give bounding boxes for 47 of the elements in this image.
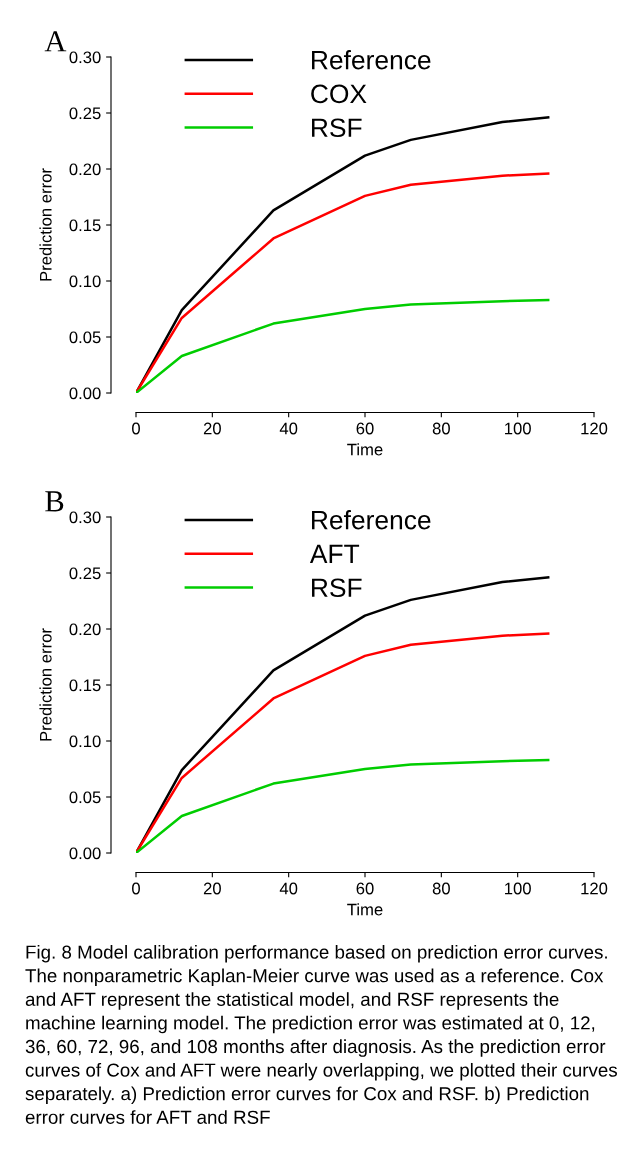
- x-tick-label: 80: [432, 422, 450, 435]
- legend-label: COX: [311, 84, 367, 104]
- line-series: [136, 632, 550, 853]
- x-axis-title: Time: [347, 443, 383, 456]
- y-tick-label: 0.30: [69, 51, 101, 64]
- y-tick-label: 0.15: [69, 219, 101, 232]
- x-tick-label: 20: [203, 422, 221, 435]
- x-axis-title: Time: [347, 903, 383, 916]
- legend-label: Reference: [312, 50, 431, 70]
- caption: Fig. 8 Model calibration performance based on prediction error curves. The nonparametric Kaplan-Meier curve was used as a reference. Cox and AFT represent the statistical model, and RSF represents the machine learning model. The prediction error was estimated at 0, 12, 36, 60, 72, 96, and 108 months after diagnosis. As the prediction error curves of Cox and AFT were nearly overlapping, we plotted their curves separately. a) Prediction error curves for Cox and RSF. b) Prediction error curves for AFT and RSF: [25, 945, 617, 1124]
- chart-title: B: [45, 491, 64, 512]
- y-axis-title: Prediction error: [39, 628, 52, 741]
- y-tick-label: 0.25: [69, 107, 101, 120]
- legend-label: Reference: [312, 510, 431, 530]
- y-tick-label: 0.00: [69, 387, 101, 400]
- line-series: [136, 758, 550, 853]
- y-tick-label: 0.25: [69, 567, 101, 580]
- y-tick-label: 0.30: [69, 511, 101, 524]
- x-tick-label: 120: [581, 882, 608, 895]
- chart-title: A: [44, 31, 67, 52]
- x-tick-label: 0: [132, 422, 140, 435]
- x-tick-label: 20: [203, 882, 221, 895]
- legend-label: RSF: [312, 118, 362, 138]
- x-tick-label: 100: [505, 422, 531, 435]
- x-tick-label: 60: [356, 882, 374, 895]
- x-tick-label: 40: [279, 882, 298, 895]
- x-tick-label: 100: [505, 882, 531, 895]
- y-tick-label: 0.20: [69, 623, 101, 636]
- y-tick-label: 0.05: [69, 331, 101, 344]
- legend-label: AFT: [309, 544, 360, 563]
- line-series: [136, 172, 550, 393]
- x-tick-label: 120: [581, 422, 608, 435]
- y-tick-label: 0.05: [69, 791, 101, 804]
- x-tick-label: 0: [132, 882, 140, 895]
- line-series: [136, 576, 550, 853]
- y-tick-label: 0.20: [69, 163, 101, 176]
- line-series: [136, 116, 550, 393]
- y-axis-title: Prediction error: [39, 168, 52, 281]
- y-tick-label: 0.10: [69, 275, 101, 288]
- y-tick-label: 0.10: [69, 735, 101, 748]
- legend-label: RSF: [312, 578, 362, 598]
- line-series: [136, 298, 550, 393]
- y-tick-label: 0.00: [69, 847, 101, 860]
- y-tick-label: 0.15: [69, 679, 101, 692]
- x-tick-label: 80: [432, 882, 450, 895]
- x-tick-label: 40: [279, 422, 298, 435]
- x-tick-label: 60: [356, 422, 374, 435]
